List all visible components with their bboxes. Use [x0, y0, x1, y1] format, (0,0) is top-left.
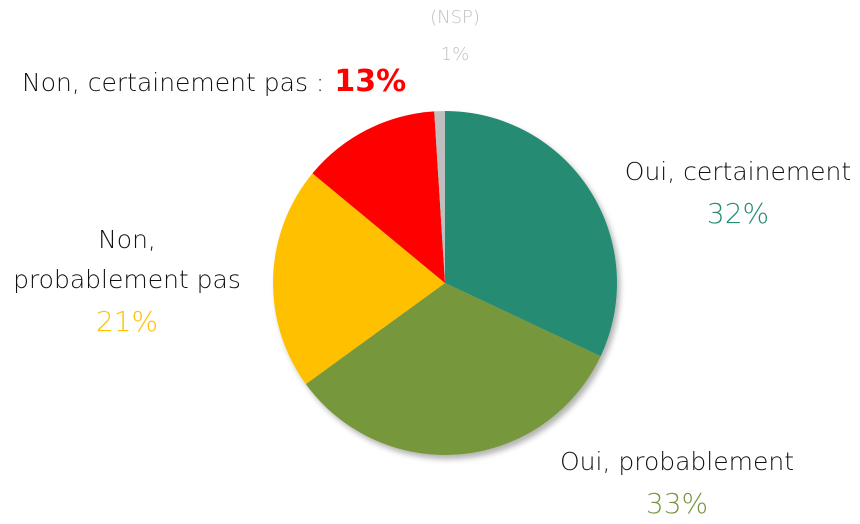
slice-label: Non, probablement pas: [13, 225, 241, 294]
pie-slice: [434, 111, 445, 283]
pie-slice: [273, 173, 445, 385]
pie-slice: [312, 111, 445, 283]
slice-value-label: 13%: [334, 64, 407, 99]
pie-slice: [305, 283, 601, 455]
pie-slice: [445, 111, 617, 357]
slice-label: Non, certainement pas :: [22, 68, 325, 97]
slice-label: (NSP): [430, 7, 480, 28]
pie: [273, 111, 617, 455]
slice-value-label: 33%: [645, 487, 709, 520]
slice-value-label: 32%: [706, 197, 770, 230]
slice-value-label: 21%: [95, 305, 159, 338]
slice-label: Oui, certainement: [624, 157, 852, 186]
slice-label-row: Non, certainement pas : 13%: [22, 62, 406, 103]
slice-value-label: 1%: [440, 44, 470, 65]
slice-label: Oui, probablement: [559, 447, 795, 476]
